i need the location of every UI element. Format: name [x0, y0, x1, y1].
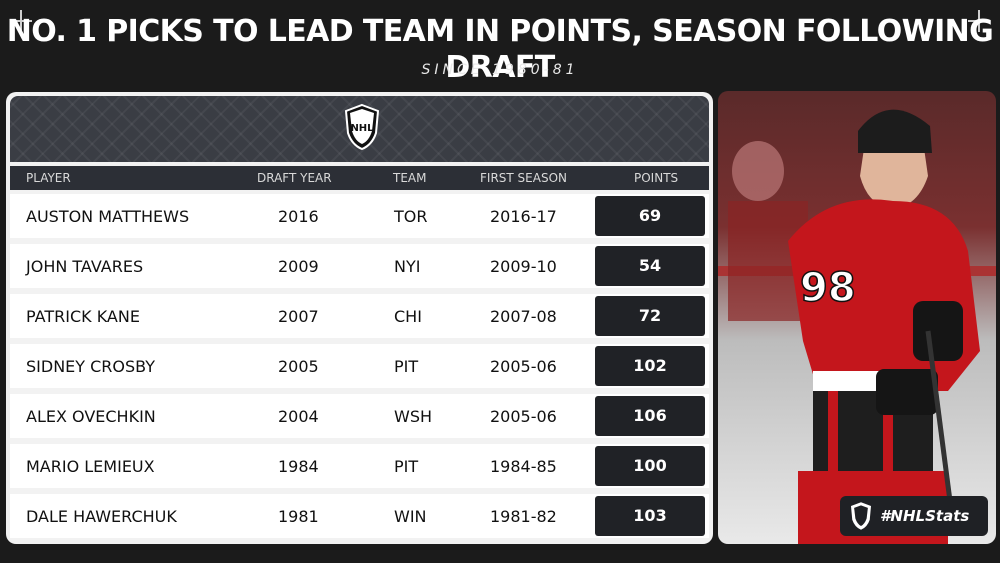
nhlstats-badge: #NHLStats — [840, 496, 988, 536]
table-row: ALEX OVECHKIN 2004 WSH 2005-06 106 — [10, 394, 709, 438]
svg-text:98: 98 — [800, 265, 856, 311]
sparkle-icon — [968, 10, 990, 32]
points-value: 106 — [595, 396, 705, 436]
table-row: AUSTON MATTHEWS 2016 TOR 2016-17 69 — [10, 194, 709, 238]
player-name: AUSTON MATTHEWS — [26, 207, 190, 226]
player-name: PATRICK KANE — [26, 307, 140, 326]
first-season: 1984-85 — [490, 457, 557, 476]
points-value: 103 — [595, 496, 705, 536]
points-value: 54 — [595, 246, 705, 286]
table-header-banner: NHL — [10, 96, 709, 162]
points-value: 102 — [595, 346, 705, 386]
player-name: MARIO LEMIEUX — [26, 457, 155, 476]
page-title: NO. 1 PICKS TO LEAD TEAM IN POINTS, SEAS… — [6, 14, 994, 85]
col-header-team: TEAM — [393, 171, 427, 185]
column-headers: PLAYER DRAFT YEAR TEAM FIRST SEASON POIN… — [10, 166, 709, 190]
player-photo: 98 #NHLStats — [718, 91, 996, 544]
table-row: DALE HAWERCHUK 1981 WIN 1981-82 103 — [10, 494, 709, 538]
player-name: JOHN TAVARES — [26, 257, 144, 276]
team: PIT — [394, 357, 419, 376]
table-row: PATRICK KANE 2007 CHI 2007-08 72 — [10, 294, 709, 338]
points-value: 72 — [595, 296, 705, 336]
badge-hashtag: #NHLStats — [880, 507, 970, 525]
first-season: 1981-82 — [490, 507, 557, 526]
table-row: SIDNEY CROSBY 2005 PIT 2005-06 102 — [10, 344, 709, 388]
svg-text:NHL: NHL — [350, 123, 374, 134]
draft-year: 2009 — [278, 257, 319, 276]
team: WSH — [394, 407, 433, 426]
table-row: JOHN TAVARES 2009 NYI 2009-10 54 — [10, 244, 709, 288]
hockey-player-illustration: 98 — [718, 109, 996, 544]
draft-year: 2016 — [278, 207, 319, 226]
first-season: 2005-06 — [490, 407, 557, 426]
points-value: 69 — [595, 196, 705, 236]
draft-year: 2004 — [278, 407, 319, 426]
points-value: 100 — [595, 446, 705, 486]
first-season: 2009-10 — [490, 257, 557, 276]
stats-table-panel: NHL PLAYER DRAFT YEAR TEAM FIRST SEASON … — [6, 92, 713, 544]
team: TOR — [394, 207, 428, 226]
draft-year: 1981 — [278, 507, 319, 526]
team: CHI — [394, 307, 422, 326]
first-season: 2016-17 — [490, 207, 557, 226]
col-header-player: PLAYER — [26, 171, 71, 185]
team: PIT — [394, 457, 419, 476]
col-header-points: POINTS — [634, 171, 679, 185]
page-subtitle: SINCE 1980-81 — [421, 62, 579, 78]
team: NYI — [394, 257, 421, 276]
first-season: 2007-08 — [490, 307, 557, 326]
sparkle-icon — [10, 10, 32, 32]
col-header-draft-year: DRAFT YEAR — [257, 171, 332, 185]
col-header-first-season: FIRST SEASON — [480, 171, 567, 185]
table-row: MARIO LEMIEUX 1984 PIT 1984-85 100 — [10, 444, 709, 488]
nhl-logo-icon: NHL — [344, 103, 380, 151]
player-name: DALE HAWERCHUK — [26, 507, 177, 526]
nhl-logo-icon — [851, 502, 871, 530]
draft-year: 2007 — [278, 307, 319, 326]
player-name: ALEX OVECHKIN — [26, 407, 156, 426]
first-season: 2005-06 — [490, 357, 557, 376]
team: WIN — [394, 507, 427, 526]
draft-year: 2005 — [278, 357, 319, 376]
draft-year: 1984 — [278, 457, 319, 476]
player-name: SIDNEY CROSBY — [26, 357, 156, 376]
